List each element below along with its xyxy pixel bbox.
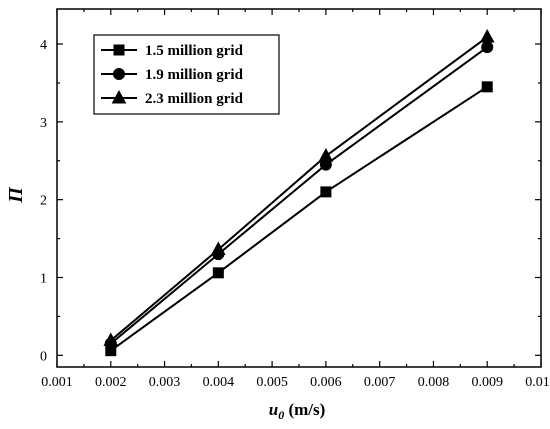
x-tick-label: 0.004 — [203, 375, 235, 390]
x-tick-label: 0.009 — [471, 375, 503, 390]
x-tick-label: 0.007 — [364, 375, 396, 390]
x-tick-label: 0.001 — [41, 375, 73, 390]
x-tick-label: 0.008 — [418, 375, 450, 390]
x-tick-label: 0.003 — [149, 375, 181, 390]
data-point — [103, 332, 119, 347]
legend-label: 1.9 million grid — [145, 67, 244, 83]
x-axis-label: u0 (m/s) — [269, 400, 326, 422]
y-tick-label: 1 — [40, 272, 47, 287]
y-tick-label: 2 — [40, 194, 47, 209]
data-point — [212, 267, 224, 279]
x-axis-label-subscript: 0 — [278, 408, 284, 422]
series-1 — [105, 81, 493, 357]
legend-item: 1.5 million grid — [101, 43, 244, 59]
legend-item: 2.3 million grid — [101, 89, 244, 107]
series-layer — [103, 28, 495, 357]
legend: 1.5 million grid 1.9 million grid 2.3 mill… — [93, 34, 280, 115]
legend-marker — [113, 44, 125, 56]
y-tick-label: 0 — [40, 349, 47, 364]
series-line — [110, 85, 488, 352]
x-tick-label: 0.006 — [310, 375, 342, 390]
data-point — [479, 28, 495, 43]
legend-item: 1.9 million grid — [101, 67, 244, 83]
data-point — [318, 148, 334, 162]
data-point — [320, 186, 332, 198]
x-axis-label-unit: (m/s) — [284, 400, 325, 419]
legend-label: 1.5 million grid — [145, 43, 244, 59]
series-3 — [103, 28, 495, 347]
x-axis-label-symbol: u — [269, 400, 278, 419]
series-line — [110, 46, 488, 345]
x-tick-label: 0.010 — [525, 375, 550, 390]
legend-marker — [111, 89, 127, 104]
y-axis: 0 1 2 3 4 — [40, 38, 541, 364]
x-axis: 0.001 0.002 0.003 0.004 0.005 0.006 0.007 0.008… — [41, 9, 550, 390]
x-tick-label: 0.002 — [95, 375, 127, 390]
x-tick-label: 0.005 — [256, 375, 288, 390]
series-line — [110, 36, 488, 342]
data-point — [210, 241, 226, 255]
y-tick-label: 3 — [40, 116, 47, 131]
legend-marker — [113, 68, 125, 80]
y-axis-label: Π — [5, 186, 27, 204]
legend-label: 2.3 million grid — [145, 91, 244, 107]
data-point — [481, 41, 494, 54]
y-tick-label: 4 — [40, 38, 47, 53]
data-point — [481, 81, 493, 93]
